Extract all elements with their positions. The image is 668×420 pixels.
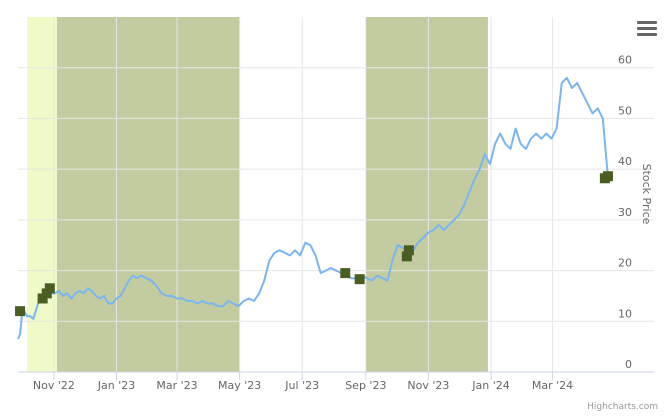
signal-marker (44, 283, 55, 294)
x-tick-label: Sep '23 (345, 379, 386, 392)
menu-bar (637, 33, 657, 36)
y-tick-label: 60 (618, 54, 632, 67)
y-axis-title: Stock Price (640, 164, 653, 225)
x-tick-label: Nov '22 (33, 379, 75, 392)
series-line-0 (17, 76, 609, 340)
signal-marker (15, 306, 26, 317)
plot-band-1 (56, 17, 240, 372)
shaded-bands (27, 17, 488, 372)
plot-band-0 (27, 17, 57, 372)
x-tick-label: Jan '23 (97, 379, 135, 392)
plot-band-2 (365, 17, 488, 372)
series-group (17, 76, 609, 340)
x-tick-label: Jan '24 (471, 379, 509, 392)
signal-marker (37, 293, 48, 304)
signal-marker (340, 268, 351, 279)
y-tick-label: 30 (618, 206, 632, 219)
x-axis: Nov '22 Jan '23 Mar '23 May '23 Jul '23 Sep '… (18, 371, 654, 392)
signal-marker (354, 274, 365, 285)
signal-marker (41, 288, 52, 299)
credits-link[interactable]: Highcharts.com (587, 402, 658, 412)
signal-marker (403, 245, 414, 256)
x-tick-label: May '23 (218, 379, 261, 392)
y-tick-label: 10 (618, 307, 632, 320)
x-tick-label: Mar '23 (156, 379, 197, 392)
menu-bar (637, 27, 657, 30)
y-tick-label: 40 (618, 155, 632, 168)
grid-lines (18, 17, 654, 373)
menu-bar (637, 21, 657, 24)
y-tick-label: 20 (618, 257, 632, 270)
y-axis: 0 10 20 30 40 50 60 (618, 54, 632, 371)
x-tick-label: Nov '23 (407, 379, 449, 392)
y-tick-label: 0 (625, 358, 632, 371)
y-tick-label: 50 (618, 104, 632, 117)
signal-markers (15, 171, 613, 317)
signal-marker (401, 251, 412, 262)
x-tick-label: Jul '23 (284, 379, 319, 392)
signal-marker (602, 171, 613, 182)
hamburger-menu-icon[interactable] (634, 18, 660, 42)
x-tick-label: Mar '24 (532, 379, 573, 392)
